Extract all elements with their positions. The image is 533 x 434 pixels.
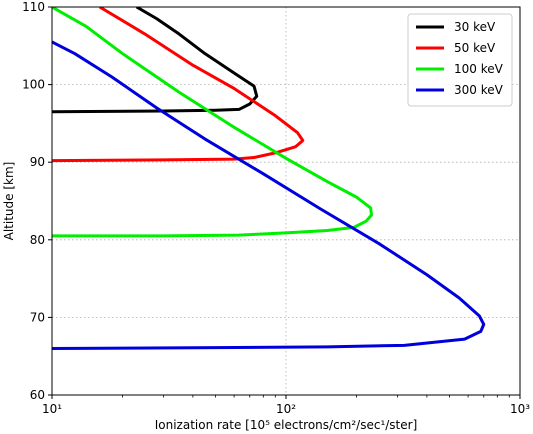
y-tick-label: 90	[30, 155, 45, 169]
legend-label: 50 keV	[454, 41, 496, 55]
legend-label: 300 keV	[454, 83, 504, 97]
series-layer	[52, 7, 486, 350]
series-line-100-kev	[52, 7, 374, 238]
y-tick-label: 80	[30, 233, 45, 247]
legend: 30 keV 50 keV 100 keV 300 keV	[407, 13, 513, 107]
axis-ticks: 10¹ 10² 10³ 60 70 80 90 100 110	[22, 0, 530, 416]
y-tick-label: 60	[30, 388, 45, 402]
y-tick-label: 70	[30, 310, 45, 324]
legend-label: 100 keV	[454, 62, 504, 76]
series-line-300-kev	[52, 40, 486, 350]
legend-box	[407, 13, 513, 107]
y-axis-label: Altitude [km]	[2, 162, 16, 241]
series-line-50-kev	[52, 7, 305, 163]
y-tick-label: 100	[22, 78, 45, 92]
y-tick-label: 110	[22, 0, 45, 14]
legend-label: 30 keV	[454, 20, 496, 34]
x-axis-label: Ionization rate [10⁵ electrons/cm²/sec¹/…	[155, 418, 418, 432]
x-tick-label: 10³	[510, 402, 530, 416]
x-tick-label: 10¹	[42, 402, 62, 416]
x-tick-label: 10²	[276, 402, 296, 416]
